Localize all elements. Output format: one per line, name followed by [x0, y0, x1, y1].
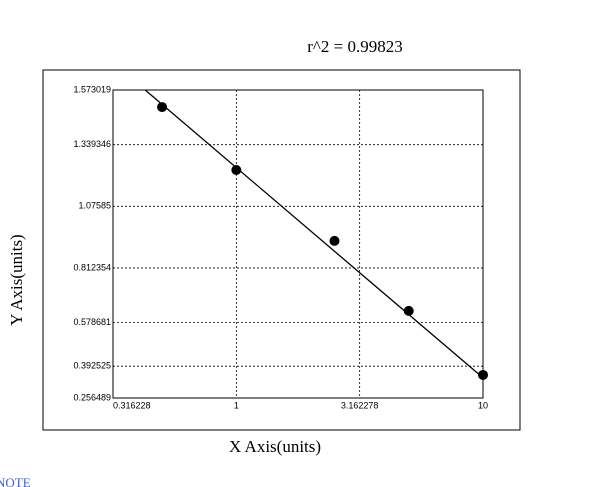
- y-tick-label: 1.573019: [73, 84, 111, 94]
- x-tick-label: 10: [478, 400, 488, 410]
- y-tick-label: 1.07585: [78, 201, 111, 211]
- y-axis-label: Y Axis(units): [7, 234, 26, 325]
- x-axis-label: X Axis(units): [229, 437, 321, 456]
- y-tick-label: 0.578681: [73, 317, 111, 327]
- y-tick-label: 1.339346: [73, 139, 111, 149]
- y-tick-label: 0.256489: [73, 392, 111, 402]
- y-tick-label: 0.392525: [73, 361, 111, 371]
- frame: [42, 69, 521, 431]
- fit-line: [144, 89, 484, 379]
- point: [157, 102, 168, 113]
- note: NOTE: [0, 475, 31, 487]
- plot-area: [112, 89, 484, 399]
- point: [329, 235, 340, 246]
- y-tick-label: 0.812354: [73, 262, 111, 272]
- x-tick-label: 0.316228: [113, 400, 151, 410]
- point: [478, 369, 488, 380]
- x-tick-label: 3.162278: [341, 400, 379, 410]
- point: [403, 305, 414, 316]
- x-tick-label: 1: [234, 400, 239, 410]
- chart-title: r^2 = 0.99823: [307, 37, 402, 56]
- point: [231, 165, 242, 176]
